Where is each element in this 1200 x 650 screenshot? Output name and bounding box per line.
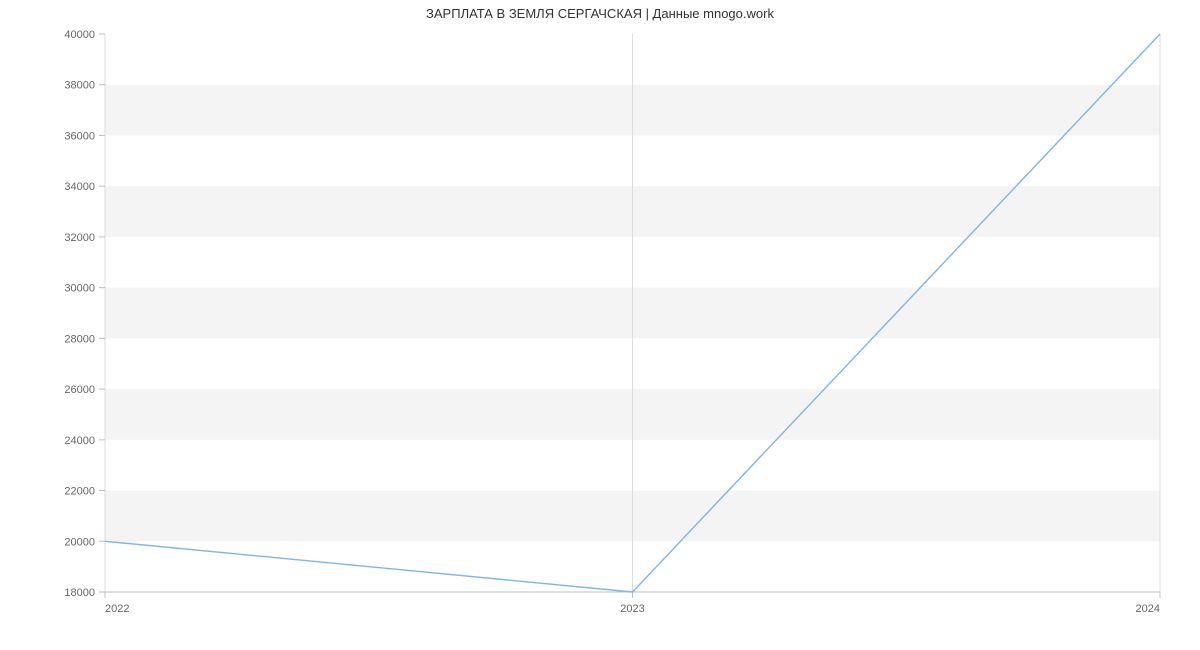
x-tick-label: 2023 xyxy=(620,603,644,615)
salary-line-chart: ЗАРПЛАТА В ЗЕМЛЯ СЕРГАЧСКАЯ | Данные mno… xyxy=(0,0,1200,650)
x-tick-label: 2024 xyxy=(1136,603,1160,615)
y-tick-label: 34000 xyxy=(64,181,95,193)
y-tick-label: 28000 xyxy=(64,333,95,345)
y-tick-label: 32000 xyxy=(64,232,95,244)
x-tick-label: 2022 xyxy=(105,603,129,615)
y-tick-label: 26000 xyxy=(64,384,95,396)
y-tick-label: 18000 xyxy=(64,587,95,599)
y-tick-label: 20000 xyxy=(64,536,95,548)
y-tick-label: 24000 xyxy=(64,435,95,447)
y-tick-label: 36000 xyxy=(64,130,95,142)
y-tick-label: 40000 xyxy=(64,29,95,41)
y-tick-label: 38000 xyxy=(64,80,95,92)
y-tick-label: 30000 xyxy=(64,283,95,295)
chart-svg: 18000 20000 22000 24000 26000 28000 30000 32000… xyxy=(0,0,1200,650)
chart-title: ЗАРПЛАТА В ЗЕМЛЯ СЕРГАЧСКАЯ | Данные mno… xyxy=(0,6,1200,21)
y-tick-label: 22000 xyxy=(64,486,95,498)
